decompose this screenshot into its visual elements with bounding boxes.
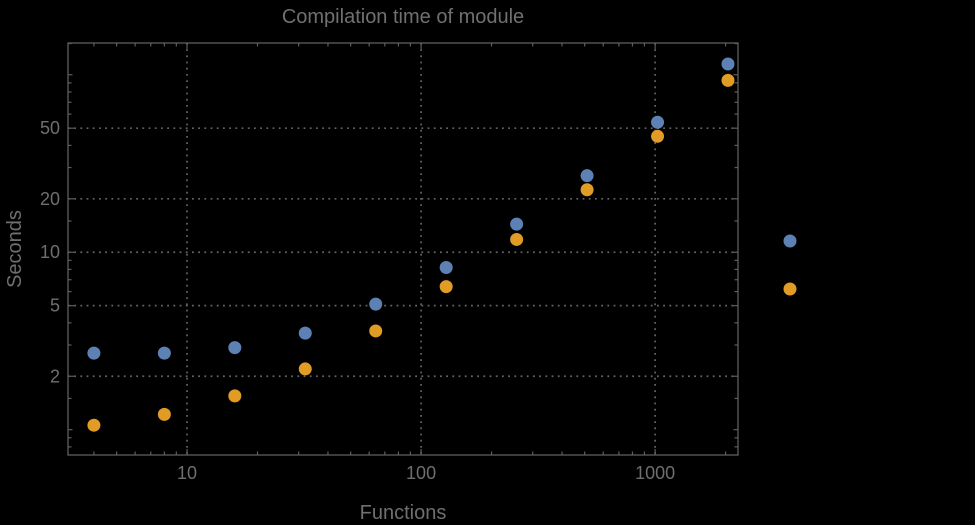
data-point-series-2	[298, 362, 312, 376]
x-tick-label: 10	[177, 463, 197, 483]
data-point-series-1	[157, 346, 171, 360]
data-point-series-2	[721, 73, 735, 87]
y-tick-label: 10	[40, 242, 60, 262]
data-point-series-2	[369, 324, 383, 338]
y-axis-label: Seconds	[4, 210, 26, 288]
plot-frame-layer: 10 100 1000 2 5 10 20 50	[40, 42, 739, 483]
x-tick-label: 100	[406, 463, 436, 483]
legend-marker-series-2	[783, 282, 797, 296]
data-point-series-1	[369, 297, 383, 311]
data-point-series-2	[87, 418, 101, 432]
data-point-series-2	[510, 232, 524, 246]
data-point-series-2	[157, 407, 171, 421]
data-point-series-2	[651, 129, 665, 143]
gridlines-layer	[68, 43, 738, 455]
data-point-series-2	[580, 183, 594, 197]
data-point-series-1	[721, 57, 735, 71]
plot-frame	[67, 42, 739, 456]
legend-marker-series-1	[783, 234, 797, 248]
y-tick-label: 5	[50, 296, 60, 316]
data-point-series-1	[87, 346, 101, 360]
y-tick-label: 2	[50, 366, 60, 386]
data-points-layer	[87, 57, 735, 432]
series-1-points	[87, 57, 735, 360]
data-point-series-1	[580, 169, 594, 183]
data-point-series-1	[298, 326, 312, 340]
chart-title: Compilation time of module	[282, 6, 524, 28]
series-2-points	[87, 73, 735, 432]
data-point-series-2	[228, 389, 242, 403]
legend-layer	[783, 234, 797, 296]
data-point-series-1	[510, 217, 524, 231]
data-point-series-1	[651, 115, 665, 129]
y-tick-label: 50	[40, 118, 60, 138]
x-tick-label: 1000	[635, 463, 675, 483]
data-point-series-1	[439, 261, 453, 275]
x-axis-label: Functions	[360, 502, 447, 524]
y-tick-label: 20	[40, 189, 60, 209]
data-point-series-2	[439, 280, 453, 294]
data-point-series-1	[228, 341, 242, 355]
